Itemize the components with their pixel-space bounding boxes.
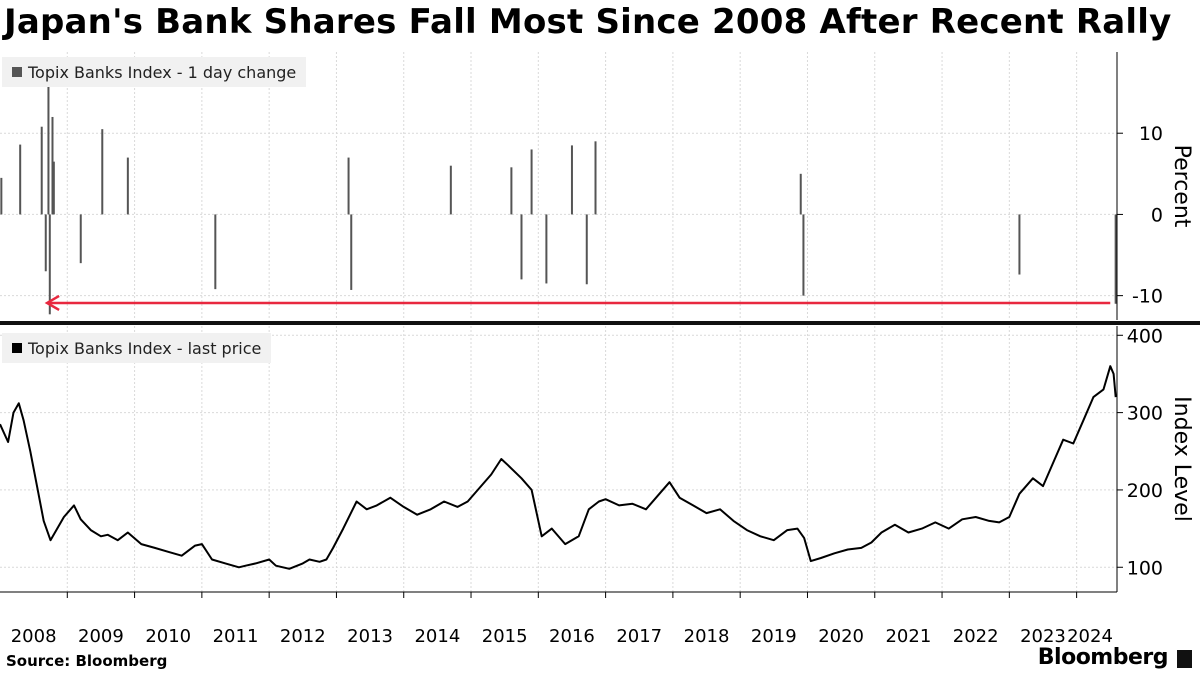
bottom-y-axis-title: Index Level: [1169, 396, 1194, 522]
chart-title: Japan's Bank Shares Fall Most Since 2008…: [4, 2, 1172, 42]
top-legend-swatch: [12, 67, 22, 77]
bar: [449, 165, 452, 215]
x-tick-label-2014: 2014: [414, 626, 460, 647]
bottom-y-tick-label-200: 200: [1127, 480, 1163, 502]
bottom-legend-label: Topix Banks Index - last price: [28, 338, 262, 358]
bar: [545, 214, 548, 284]
bar: [347, 157, 350, 215]
x-tick-label-2019: 2019: [751, 626, 797, 647]
bar: [530, 149, 533, 215]
x-tick-label-2009: 2009: [78, 626, 124, 647]
x-tick-label-2024: 2024: [1067, 626, 1113, 647]
bar: [0, 177, 3, 215]
bar: [51, 116, 54, 215]
top-y-tick-label-0: 0: [1151, 204, 1163, 226]
bar: [510, 167, 513, 215]
bottom-legend-swatch: [12, 343, 22, 353]
daily-change-bars: [0, 86, 1117, 315]
top-y-tick-label--10: -10: [1132, 286, 1163, 308]
x-tick-label-2013: 2013: [347, 626, 393, 647]
x-tick-label-2012: 2012: [280, 626, 326, 647]
bar: [350, 214, 353, 290]
x-tick-label-2010: 2010: [145, 626, 191, 647]
bar: [594, 141, 597, 215]
bar: [126, 157, 129, 215]
bar: [585, 214, 588, 285]
x-tick-label-2016: 2016: [549, 626, 595, 647]
bar: [52, 161, 55, 215]
x-tick-label-2020: 2020: [818, 626, 864, 647]
bar: [570, 145, 573, 215]
bar: [520, 214, 523, 280]
x-tick-label-2008: 2008: [11, 626, 57, 647]
bar: [47, 86, 50, 215]
bottom-y-tick-label-100: 100: [1127, 557, 1163, 579]
x-tick-label-2015: 2015: [482, 626, 528, 647]
bar: [1114, 214, 1117, 304]
arrow-head: [44, 294, 60, 312]
top-panel-grid: [0, 52, 1117, 320]
bottom-panel-grid: [0, 326, 1117, 592]
top-y-tick-label-10: 10: [1139, 123, 1163, 145]
bloomberg-mark-icon: [1177, 650, 1192, 668]
bottom-legend: Topix Banks Index - last price: [2, 333, 272, 363]
bar: [44, 214, 47, 272]
bar: [214, 214, 217, 290]
top-legend-label: Topix Banks Index - 1 day change: [28, 62, 297, 82]
x-tick-label-2017: 2017: [616, 626, 662, 647]
panel-divider: [0, 321, 1200, 325]
bar: [19, 144, 22, 215]
source-note: Source: Bloomberg: [6, 652, 168, 670]
chart-axes: [0, 52, 1200, 598]
x-tick-label-2023: 2023: [1020, 626, 1066, 647]
bottom-y-tick-label-400: 400: [1127, 325, 1163, 347]
bar: [802, 214, 805, 296]
x-tick-label-2018: 2018: [684, 626, 730, 647]
bar: [1018, 214, 1021, 275]
bar: [799, 173, 802, 215]
top-legend: Topix Banks Index - 1 day change: [2, 57, 307, 87]
bar: [79, 214, 82, 264]
bottom-y-tick-label-300: 300: [1127, 403, 1163, 425]
top-y-axis-title: Percent: [1169, 145, 1194, 228]
index-price-line: [0, 365, 1117, 570]
annotation-arrow: [44, 294, 1111, 312]
x-tick-label-2022: 2022: [953, 626, 999, 647]
x-tick-label-2011: 2011: [213, 626, 259, 647]
x-tick-label-2021: 2021: [885, 626, 931, 647]
bloomberg-logo: Bloomberg: [1037, 645, 1169, 670]
tick-labels: 2008 2009 2010 2011 2012 2013 2014 2015 2016 2017…: [11, 123, 1194, 647]
bar: [48, 214, 51, 315]
series-line: [0, 365, 1117, 570]
bar: [101, 129, 104, 215]
bar: [40, 126, 43, 215]
